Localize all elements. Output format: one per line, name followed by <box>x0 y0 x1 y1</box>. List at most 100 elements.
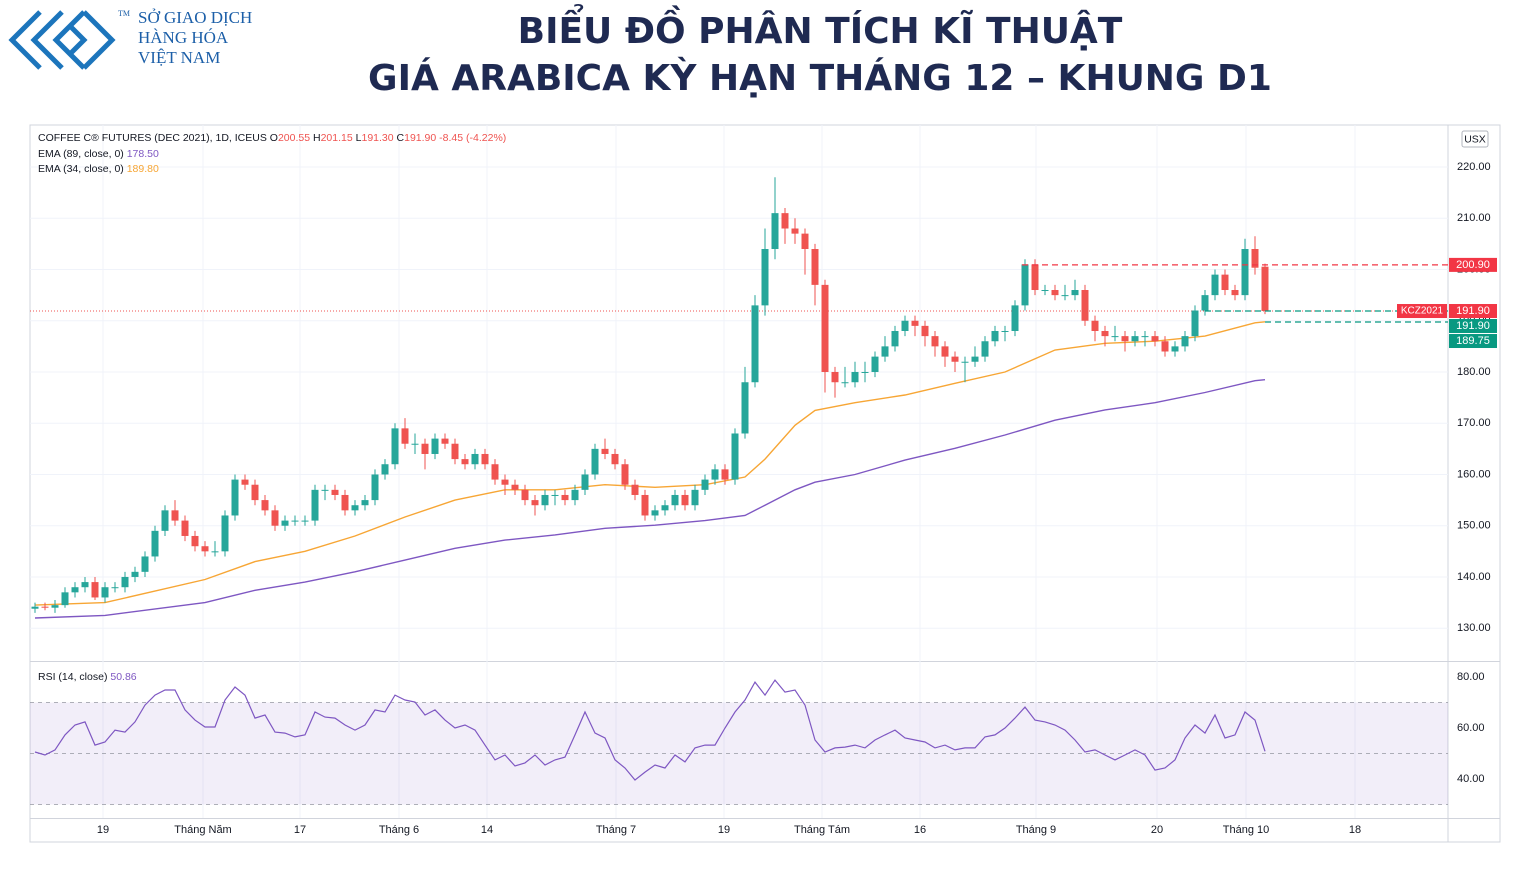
ema-name: EMA (34, close, 0) <box>38 163 124 175</box>
candle-body <box>651 510 659 516</box>
candle-body <box>891 330 899 347</box>
candle-body <box>161 510 169 531</box>
ema-line <box>34 379 1266 619</box>
candle-body <box>461 459 469 465</box>
candle-body <box>571 489 579 501</box>
ema-name: EMA (89, close, 0) <box>38 148 124 160</box>
candle-body <box>551 494 559 496</box>
candle-body <box>831 371 839 383</box>
change: -8.45 (-4.22%) <box>439 132 506 144</box>
candle-body <box>671 494 679 506</box>
candle-body <box>381 464 389 475</box>
y-tick-label: 150.00 <box>1457 520 1491 532</box>
candle-body <box>441 438 449 444</box>
candle-body <box>761 249 769 306</box>
candle-body <box>271 510 279 526</box>
candle-body <box>511 484 519 490</box>
ema-value: 178.50 <box>127 148 159 160</box>
y-tick-label: 140.00 <box>1457 571 1491 583</box>
logo-mark: TM <box>118 9 130 18</box>
price-tag-label: 189.75 <box>1456 335 1490 347</box>
candle-body <box>221 515 229 552</box>
candle-body <box>451 443 459 460</box>
candle-body <box>311 489 319 521</box>
candle-body <box>741 382 749 434</box>
rsi-legend: RSI (14, close) 50.86 <box>38 671 137 683</box>
candle-body <box>1001 330 1009 332</box>
candle-body <box>521 489 529 501</box>
x-tick-label: 19 <box>97 824 109 836</box>
candle-body <box>1211 274 1219 296</box>
candle-body <box>291 520 299 522</box>
candle-body <box>1151 336 1159 342</box>
currency: USX <box>1464 133 1486 145</box>
x-tick-label: Tháng 7 <box>596 824 636 836</box>
rsi-tick-label: 40.00 <box>1457 773 1485 785</box>
x-tick-label: 18 <box>1349 824 1361 836</box>
candle-body <box>121 576 129 588</box>
candle-body <box>691 489 699 506</box>
title: GIÁ ARABICA KỲ HẠN THÁNG 12 – KHUNG D1 <box>368 56 1272 99</box>
symbol-tag-label: KCZ2021 <box>1401 306 1444 317</box>
candle-body <box>541 494 549 506</box>
ohlc-value: 191.90 <box>404 132 436 144</box>
candle-body <box>1191 310 1199 337</box>
logo-chevron <box>52 10 86 70</box>
logo-text: HÀNG HÓA <box>138 28 229 47</box>
candle-body <box>821 284 829 372</box>
candle-body <box>71 587 79 593</box>
candle-body <box>111 587 119 589</box>
candle-body <box>1101 330 1109 337</box>
candle-body <box>791 228 799 234</box>
x-tick-label: Tháng 9 <box>1016 824 1056 836</box>
y-tick-label: 210.00 <box>1457 212 1491 224</box>
candle-body <box>1111 336 1119 338</box>
candle-body <box>1031 264 1039 291</box>
ema-legend: EMA (34, close, 0) 189.80 <box>38 163 159 175</box>
candle-body <box>261 500 269 511</box>
candle-body <box>961 361 969 363</box>
ohlc-key: C <box>397 132 405 144</box>
candle-body <box>1181 336 1189 347</box>
candle-body <box>371 474 379 501</box>
candle-body <box>681 494 689 506</box>
candle-body <box>401 428 409 444</box>
candle-body <box>1231 290 1239 296</box>
candle-body <box>341 494 349 511</box>
candle-body <box>611 453 619 465</box>
candle-body <box>391 428 399 465</box>
price-tag-label: 191.90 <box>1456 320 1490 332</box>
candle-body <box>731 433 739 480</box>
x-tick-label: 19 <box>718 824 730 836</box>
candle-body <box>841 382 849 384</box>
x-tick-label: Tháng 10 <box>1223 824 1269 836</box>
rsi-tick-label: 80.00 <box>1457 671 1485 683</box>
candle-body <box>641 494 649 516</box>
logo-text: SỞ GIAO DỊCH <box>138 8 252 27</box>
candle-body <box>561 494 569 501</box>
candle-body <box>101 587 109 598</box>
candle-body <box>351 505 359 511</box>
candle-body <box>51 605 59 608</box>
candle-body <box>1061 295 1069 297</box>
candle-body <box>501 479 509 485</box>
candle-body <box>321 489 329 491</box>
logo-chevron <box>8 10 42 70</box>
candle-body <box>181 520 189 536</box>
candle-body <box>1091 320 1099 331</box>
candle-body <box>711 469 719 480</box>
x-tick-label: 20 <box>1151 824 1163 836</box>
candle-body <box>941 346 949 357</box>
ema-value: 189.80 <box>127 163 159 175</box>
candle-body <box>881 346 889 357</box>
symbol: COFFEE C® FUTURES (DEC 2021), 1D, ICEUS <box>38 132 267 144</box>
candle-body <box>721 469 729 480</box>
candle-body <box>481 453 489 465</box>
candle-body <box>171 510 179 521</box>
ohlc-key: L <box>356 132 362 144</box>
candle-body <box>361 500 369 506</box>
candle-body <box>581 474 589 490</box>
ema-line <box>34 321 1266 606</box>
candle-body <box>971 356 979 362</box>
candle-body <box>301 520 309 522</box>
